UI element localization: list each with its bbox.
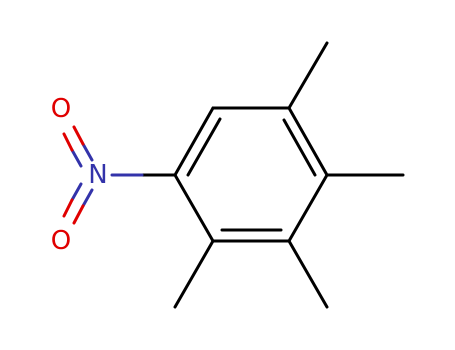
double-bond-inner [282, 118, 317, 177]
bond [287, 173, 329, 243]
methyl-bond [287, 41, 329, 110]
bonds [62, 41, 405, 309]
bond [287, 106, 329, 177]
bond [70, 148, 83, 168]
atom-label: N [88, 160, 107, 190]
atom-label: O [51, 94, 71, 124]
methyl-bond [173, 239, 215, 309]
bond [81, 142, 94, 162]
double-bond-inner [186, 117, 222, 177]
bond [81, 188, 94, 208]
bond [173, 106, 215, 177]
bond [72, 204, 85, 225]
bond [62, 132, 74, 152]
bond [62, 198, 74, 218]
bond [70, 182, 83, 202]
bond [72, 125, 85, 146]
methyl-bond [287, 239, 329, 309]
bond [173, 173, 215, 243]
atom-label: O [51, 226, 71, 256]
